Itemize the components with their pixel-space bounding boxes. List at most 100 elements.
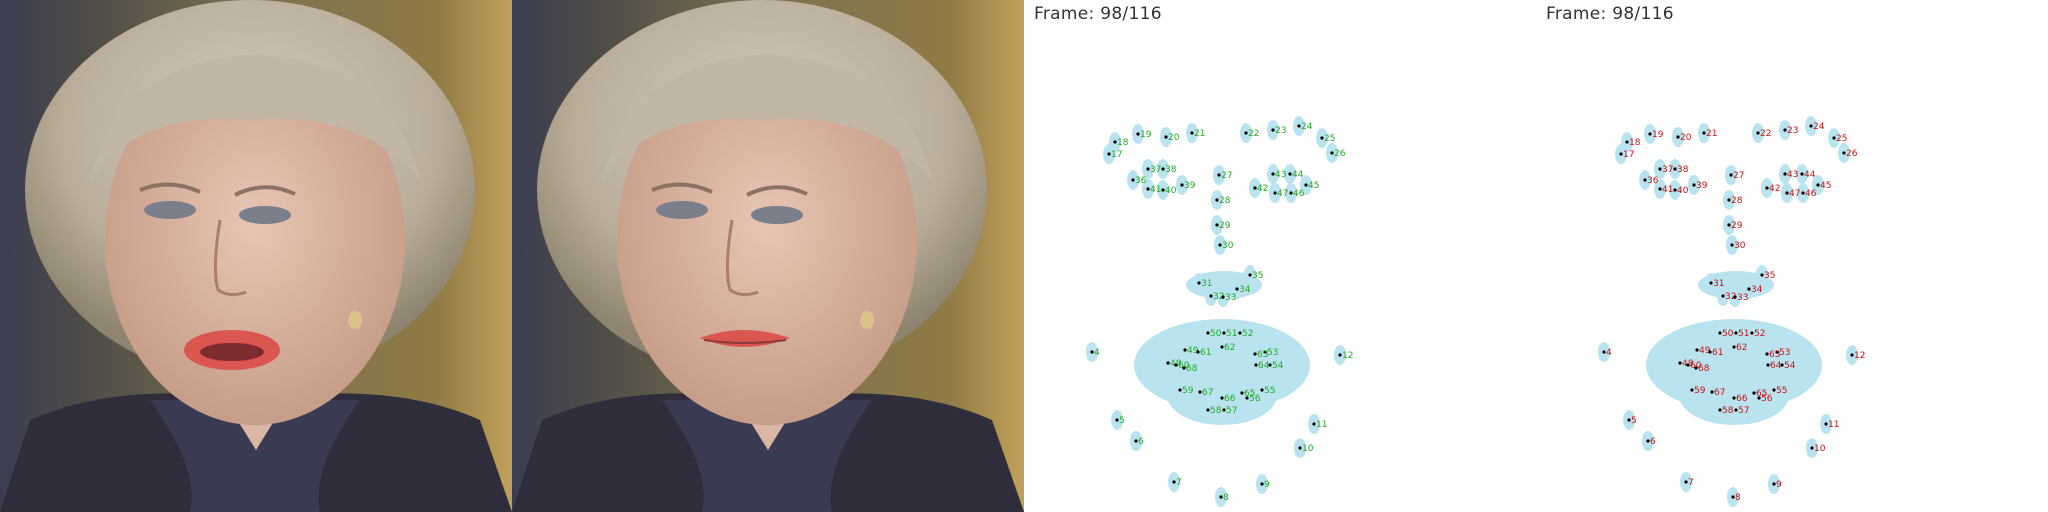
landmark-label-8: 8 [1223, 493, 1229, 503]
landmark-label-17: 17 [1623, 150, 1634, 160]
landmark-label-36: 36 [1135, 176, 1147, 186]
frame-counter: Frame: 98/116 [1546, 4, 1674, 24]
landmark-label-53: 53 [1779, 348, 1790, 358]
landmark-point-35 [1760, 273, 1764, 277]
landmark-point-47 [1785, 191, 1789, 195]
landmark-label-24: 24 [1813, 122, 1825, 132]
landmark-label-26: 26 [1846, 149, 1858, 159]
landmark-label-18: 18 [1629, 138, 1641, 148]
landmark-point-23 [1271, 128, 1275, 132]
landmark-point-6 [1134, 439, 1138, 443]
landmark-point-33 [1221, 295, 1225, 299]
landmark-point-52 [1750, 331, 1754, 335]
landmark-label-17: 17 [1111, 150, 1122, 160]
landmark-label-33: 33 [1737, 293, 1748, 303]
landmark-point-11 [1824, 422, 1828, 426]
landmark-label-7: 7 [1176, 478, 1182, 488]
landmark-label-26: 26 [1334, 149, 1346, 159]
landmark-label-9: 9 [1776, 480, 1782, 490]
landmark-label-60: 60 [1690, 361, 1702, 371]
generated-face-image [512, 0, 1024, 512]
landmark-cloud-2 [1698, 271, 1774, 299]
landmark-point-51 [1734, 331, 1738, 335]
landmark-point-46 [1289, 191, 1293, 195]
landmark-label-39: 39 [1184, 181, 1196, 191]
landmark-label-63: 63 [1257, 350, 1268, 360]
landmark-point-17 [1619, 152, 1623, 156]
landmark-point-17 [1107, 152, 1111, 156]
landmark-point-59 [1178, 388, 1182, 392]
landmark-point-28 [1215, 198, 1219, 202]
landmark-label-34: 34 [1751, 285, 1763, 295]
landmark-label-9: 9 [1264, 480, 1270, 490]
landmark-label-36: 36 [1647, 176, 1659, 186]
landmark-label-59: 59 [1182, 386, 1194, 396]
landmark-label-57: 57 [1226, 406, 1237, 416]
landmark-point-21 [1702, 131, 1706, 135]
landmark-point-39 [1692, 183, 1696, 187]
source-face-image [0, 0, 512, 512]
landmark-label-40: 40 [1165, 186, 1177, 196]
landmark-point-50 [1206, 331, 1210, 335]
landmark-label-29: 29 [1731, 221, 1743, 231]
landmark-point-48 [1166, 361, 1170, 365]
landmark-point-39 [1180, 183, 1184, 187]
landmark-label-41: 41 [1662, 185, 1673, 195]
landmark-label-50: 50 [1722, 329, 1734, 339]
landmark-label-59: 59 [1694, 386, 1706, 396]
landmark-point-29 [1727, 223, 1731, 227]
landmark-label-11: 11 [1828, 420, 1839, 430]
landmark-label-21: 21 [1706, 129, 1717, 139]
landmark-point-30 [1218, 243, 1222, 247]
landmark-label-5: 5 [1119, 416, 1125, 426]
landmark-point-50 [1718, 331, 1722, 335]
landmark-point-64 [1766, 363, 1770, 367]
landmark-cloud-2 [1186, 271, 1262, 299]
landmark-label-5: 5 [1631, 416, 1637, 426]
landmark-label-46: 46 [1293, 189, 1305, 199]
landmark-point-4 [1090, 350, 1094, 354]
landmark-label-4: 4 [1606, 348, 1612, 358]
landmark-point-40 [1161, 188, 1165, 192]
landmark-point-68 [1182, 366, 1186, 370]
landmark-point-66 [1220, 396, 1224, 400]
landmark-point-26 [1330, 151, 1334, 155]
landmark-label-45: 45 [1820, 181, 1831, 191]
landmark-label-30: 30 [1222, 241, 1234, 251]
landmark-label-28: 28 [1219, 196, 1231, 206]
landmark-point-18 [1113, 140, 1117, 144]
landmark-point-53 [1775, 350, 1779, 354]
landmark-point-33 [1733, 295, 1737, 299]
landmark-label-30: 30 [1734, 241, 1746, 251]
landmark-label-45: 45 [1308, 181, 1319, 191]
landmark-label-65: 65 [1244, 389, 1255, 399]
landmark-label-37: 37 [1150, 165, 1161, 175]
landmark-point-7 [1684, 480, 1688, 484]
landmark-label-65: 65 [1756, 389, 1767, 399]
landmark-point-52 [1238, 331, 1242, 335]
landmark-label-64: 64 [1770, 361, 1782, 371]
frame-counter: Frame: 98/116 [1034, 4, 1162, 24]
landmark-label-44: 44 [1804, 170, 1816, 180]
landmark-label-68: 68 [1698, 364, 1710, 374]
face-photo-open-mouth [0, 0, 512, 512]
landmark-label-66: 66 [1736, 394, 1748, 404]
landmark-label-6: 6 [1138, 437, 1144, 447]
landmark-point-58 [1206, 408, 1210, 412]
landmark-point-55 [1260, 388, 1264, 392]
landmark-label-8: 8 [1735, 493, 1741, 503]
landmark-point-53 [1263, 350, 1267, 354]
landmark-point-40 [1673, 188, 1677, 192]
landmark-point-35 [1248, 273, 1252, 277]
landmark-label-12: 12 [1342, 351, 1353, 361]
landmark-label-56: 56 [1249, 394, 1261, 404]
landmark-label-64: 64 [1258, 361, 1270, 371]
landmark-point-56 [1245, 396, 1249, 400]
landmark-label-58: 58 [1722, 406, 1734, 416]
landmark-point-63 [1765, 352, 1769, 356]
landmark-label-4: 4 [1094, 348, 1100, 358]
face-photo-closed-mouth [512, 0, 1024, 512]
landmark-point-7 [1172, 480, 1176, 484]
landmark-label-50: 50 [1210, 329, 1222, 339]
